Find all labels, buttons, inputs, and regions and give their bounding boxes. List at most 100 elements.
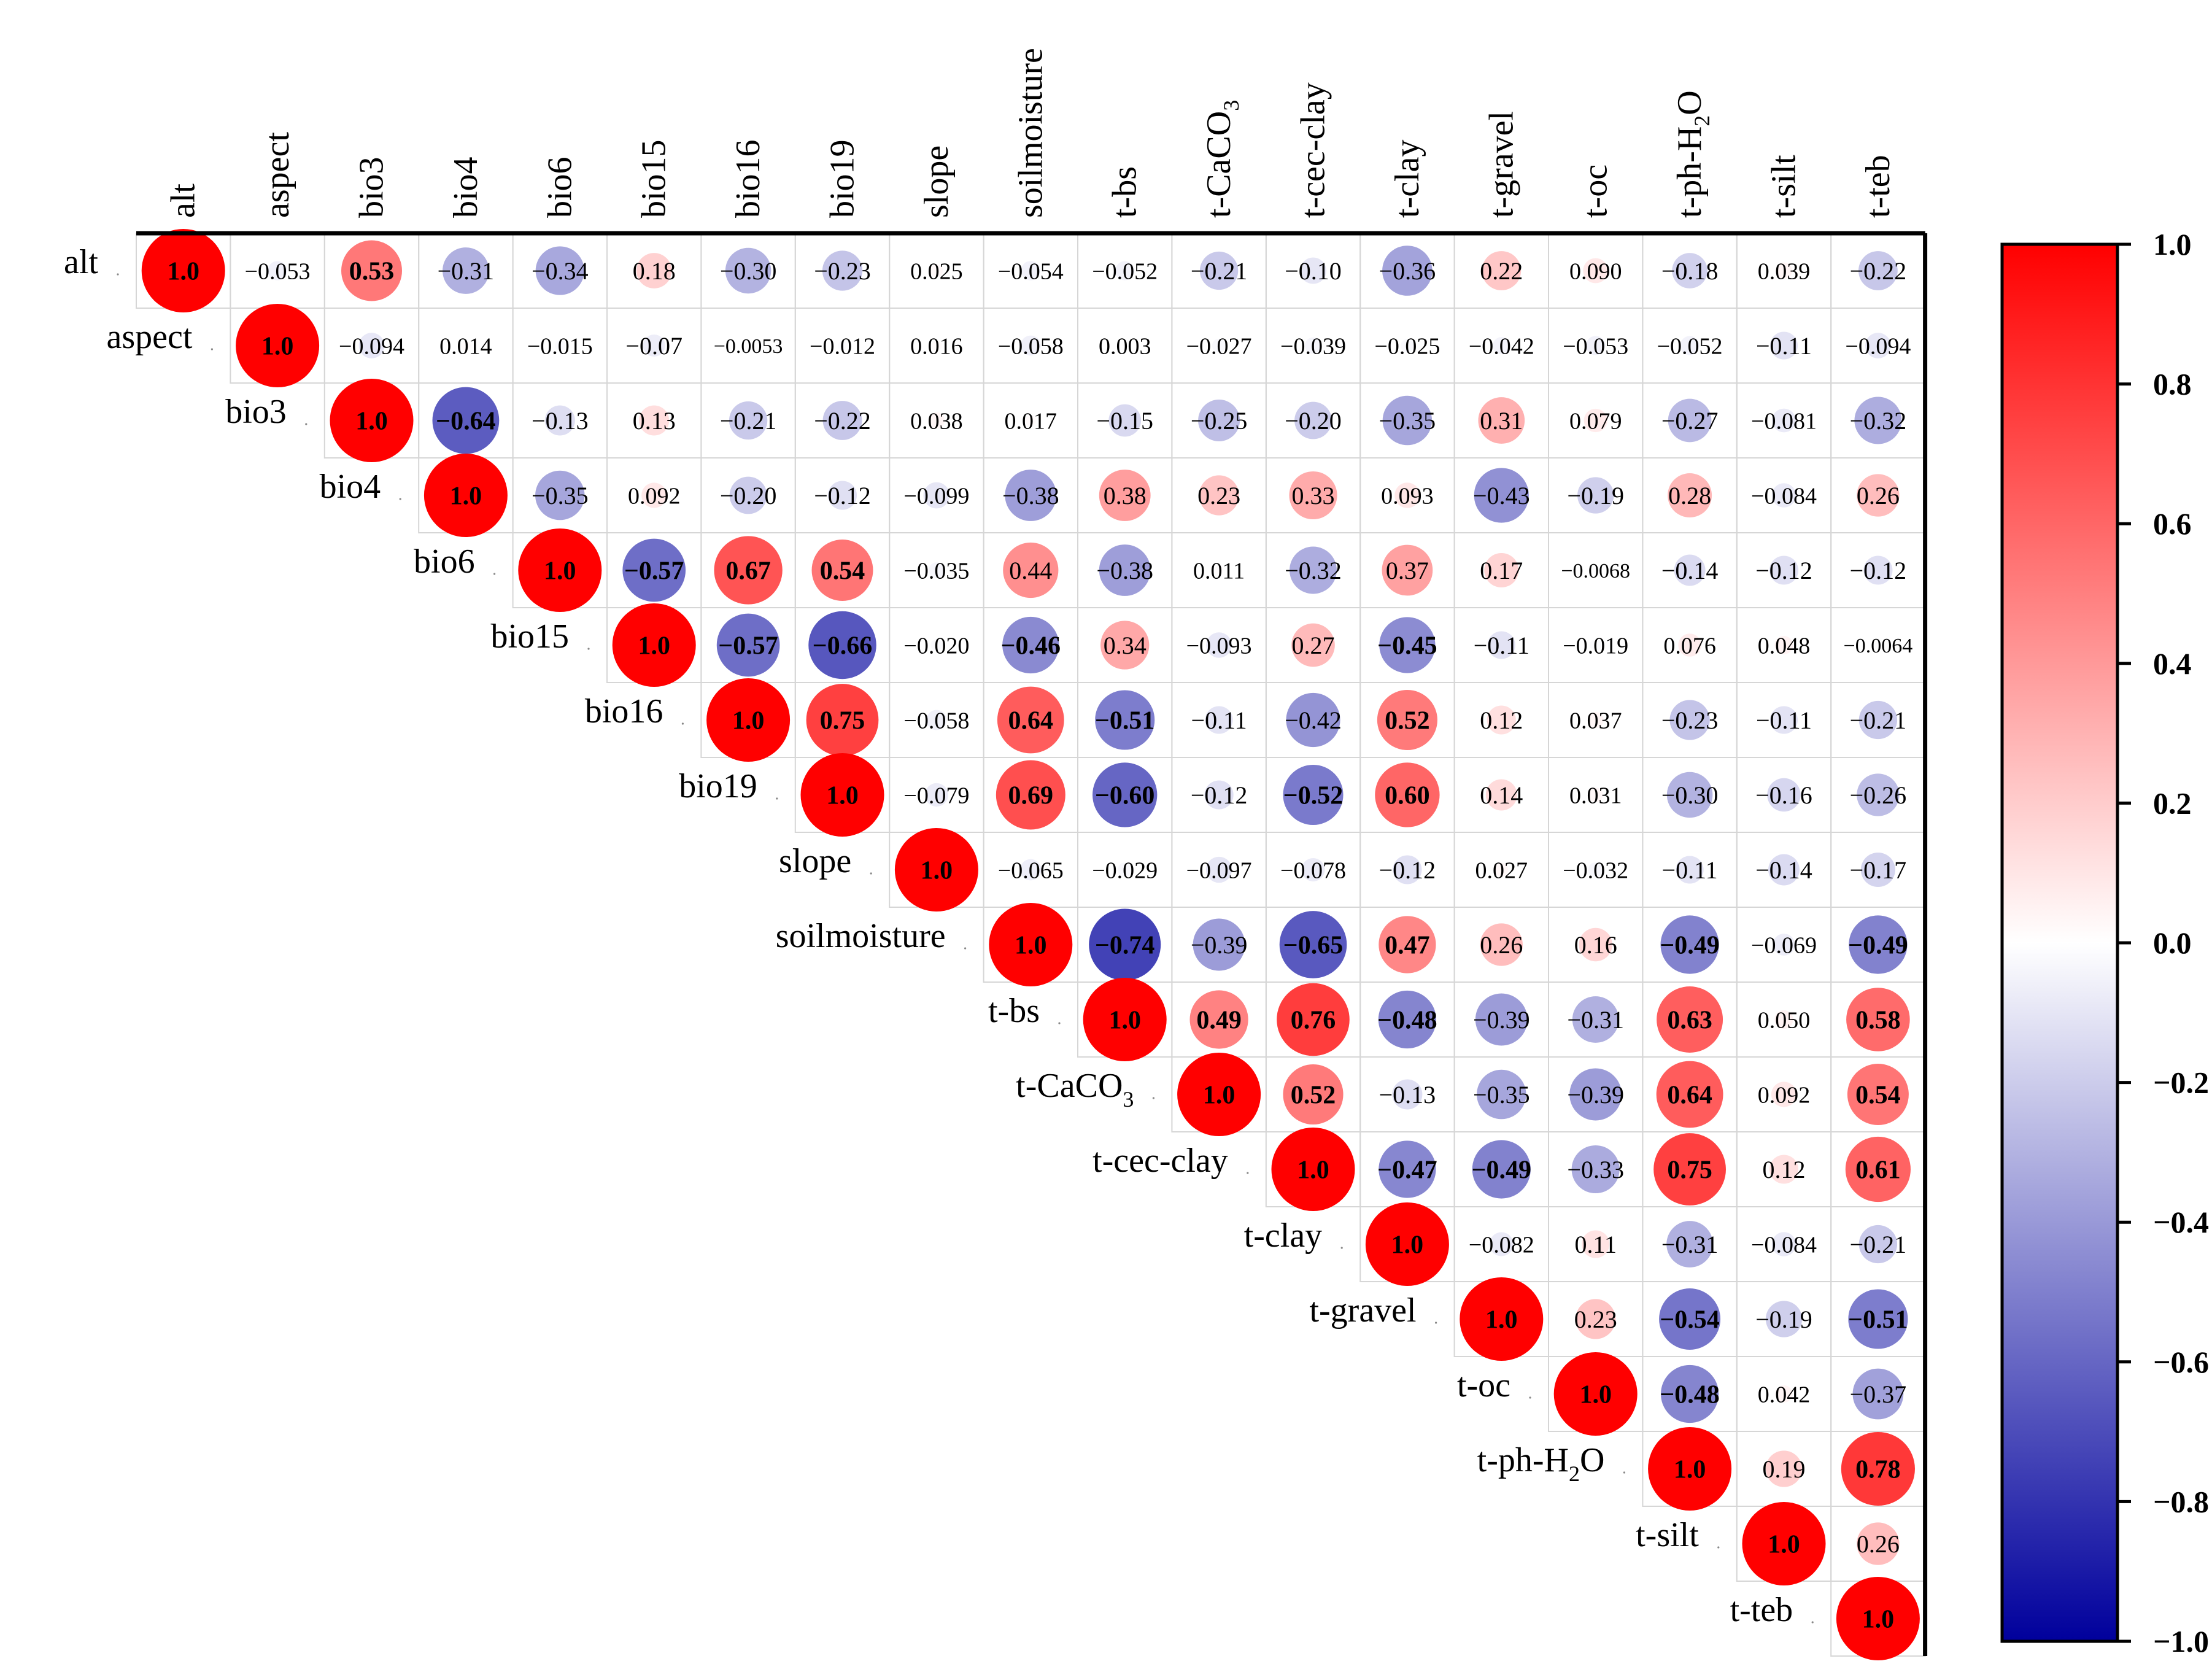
corr-value-bio16-soilmoisture: 0.64 [1008,707,1054,735]
corr-circle-bio4-t-teb [1857,474,1900,517]
corr-value-aspect-t-bs: 0.003 [1099,333,1151,359]
corr-circle-t-CaCO-t-CaCO [1177,1053,1261,1136]
corr-circle-bio19-t-cec-clay [1283,764,1344,826]
corr-circle-t-CaCO-t-cec-clay [1283,1064,1344,1125]
corr-value-aspect-t-CaCO: −0.027 [1186,333,1252,359]
corr-circle-bio4-bio19 [827,481,857,510]
corr-circle-bio3-t-cec-clay [1294,401,1332,439]
corr-circle-t-gravel-t-silt [1765,1301,1803,1337]
column-label-t-bs: t-bs [1106,166,1144,218]
corr-value-bio15-t-gravel: −0.11 [1474,632,1529,659]
corr-value-slope-t-silt: −0.14 [1755,856,1812,884]
corr-circle-t-clay-t-silt [1771,1232,1796,1256]
corr-circle-alt-t-silt [1776,262,1792,279]
corr-value-bio19-t-clay: 0.60 [1385,782,1430,810]
corr-circle-bio6-t-gravel [1484,552,1519,588]
corr-value-t-cec-clay-t-cec-clay: 1.0 [1297,1156,1329,1185]
corr-value-bio4-t-silt: −0.084 [1751,483,1817,509]
corr-circle-t-cec-clay-t-silt [1769,1155,1799,1184]
corr-circle-bio3-bio16 [729,401,768,440]
corr-circle-aspect-t-CaCO [1212,338,1226,353]
row-label-alt: alt [64,243,98,281]
corr-value-bio4-t-CaCO: 0.23 [1197,482,1240,509]
row-label-dot [305,423,307,425]
column-label-aspect: aspect [258,132,296,218]
corr-circle-bio6-t-ph-H [1674,554,1706,586]
corr-value-t-bs-t-clay: −0.48 [1377,1007,1437,1035]
corr-value-bio16-bio19: 0.75 [820,707,865,735]
corr-value-bio19-bio19: 1.0 [826,782,859,810]
corr-circle-bio6-bio19 [811,540,873,601]
corr-circle-slope-t-cec-clay [1301,858,1325,881]
corr-circle-bio15-t-CaCO [1206,632,1232,658]
row-label-dot [399,498,401,500]
corr-value-bio3-bio3: 1.0 [355,408,388,436]
corr-value-soilmoisture-t-silt: −0.069 [1751,932,1817,958]
column-label-bio16: bio16 [729,139,767,218]
corr-circle-bio19-slope [924,783,949,807]
corr-value-soilmoisture-t-ph-H: −0.49 [1660,932,1719,960]
corr-circle-bio6-bio15 [622,538,686,602]
corr-circle-bio6-t-clay [1382,544,1433,596]
corr-circle-t-gravel-t-gravel [1460,1277,1544,1361]
corr-value-bio4-soilmoisture: −0.38 [1002,482,1059,509]
corr-value-bio3-t-clay: −0.35 [1379,407,1436,435]
corr-value-bio6-bio16: 0.67 [725,557,771,586]
corr-circle-alt-soilmoisture [1021,261,1041,281]
corr-value-t-ph-H-t-silt: 0.19 [1763,1455,1806,1483]
corr-circle-bio3-bio19 [822,401,862,440]
corr-value-alt-alt: 1.0 [167,258,199,286]
corr-circle-alt-t-bs [1115,261,1135,281]
corr-value-alt-bio15: 0.18 [633,257,676,285]
corr-value-alt-t-clay: −0.36 [1379,257,1436,285]
corr-value-alt-t-CaCO: −0.21 [1191,257,1248,285]
corr-circle-alt-slope [930,264,943,277]
corr-value-bio19-t-silt: −0.16 [1755,781,1812,809]
row-label-t-clay: t-clay [1244,1217,1322,1255]
column-label-bio15: bio15 [635,139,673,218]
row-label-soilmoisture: soilmoisture [776,917,946,955]
corr-circle-t-bs-t-teb [1846,988,1910,1051]
corr-value-bio15-t-clay: −0.45 [1377,632,1437,660]
corr-circle-bio3-t-CaCO [1198,400,1240,441]
corr-circle-aspect-bio19 [838,341,847,350]
corr-circle-aspect-bio3 [358,333,385,358]
colorbar-tick-label: −0.6 [2153,1345,2209,1379]
corr-value-bio6-t-cec-clay: −0.32 [1285,557,1342,584]
corr-circle-slope-t-oc [1588,862,1603,878]
corr-value-t-bs-t-oc: −0.31 [1567,1006,1624,1034]
corr-circle-aspect-t-teb [1865,333,1891,358]
corr-value-aspect-bio15: −0.07 [625,332,683,360]
corr-value-t-bs-t-silt: 0.050 [1758,1007,1811,1033]
corr-value-bio16-bio16: 1.0 [732,707,765,735]
corr-circle-bio4-t-gravel [1474,468,1529,523]
corr-circle-alt-t-ph-H [1672,253,1707,288]
corr-value-bio3-t-teb: −0.32 [1850,407,1907,435]
corr-circle-alt-t-cec-clay [1300,257,1326,284]
corr-value-bio3-bio15: 0.13 [633,407,676,435]
corr-value-slope-t-CaCO: −0.097 [1186,857,1252,883]
corr-circle-t-CaCO-t-ph-H [1656,1061,1723,1128]
corr-value-alt-bio19: −0.23 [814,257,871,285]
corr-value-bio15-slope: −0.020 [903,633,969,659]
corr-circle-bio19-t-ph-H [1666,772,1713,818]
corr-value-soilmoisture-t-gravel: 0.26 [1480,931,1523,959]
corr-circle-bio16-slope [926,710,947,730]
colorbar-tick-label: 0.2 [2153,786,2192,820]
corr-value-t-ph-H-t-ph-H: 1.0 [1674,1456,1706,1484]
corr-circle-soilmoisture-t-silt [1773,934,1795,956]
column-labels: alt aspect bio3 bio4 bio6 bio15 bio16 bio19 slop… [164,48,1897,218]
corr-circle-bio3-t-oc [1584,408,1607,433]
corr-value-bio6-t-ph-H: −0.14 [1661,557,1719,584]
corr-value-t-clay-t-teb: −0.21 [1850,1231,1907,1258]
row-label-slope: slope [779,842,851,880]
corr-value-aspect-t-cec-clay: −0.039 [1280,333,1346,359]
corr-value-slope-slope: 1.0 [921,857,953,885]
corr-value-bio3-bio4: −0.64 [436,408,495,436]
row-label-dot [1247,1172,1249,1174]
row-label-dot [1058,1022,1061,1024]
corr-circle-t-cec-clay-t-cec-clay [1271,1128,1355,1211]
corr-circle-bio3-bio6 [544,405,575,436]
corr-circle-soilmoisture-t-cec-clay [1279,911,1347,978]
